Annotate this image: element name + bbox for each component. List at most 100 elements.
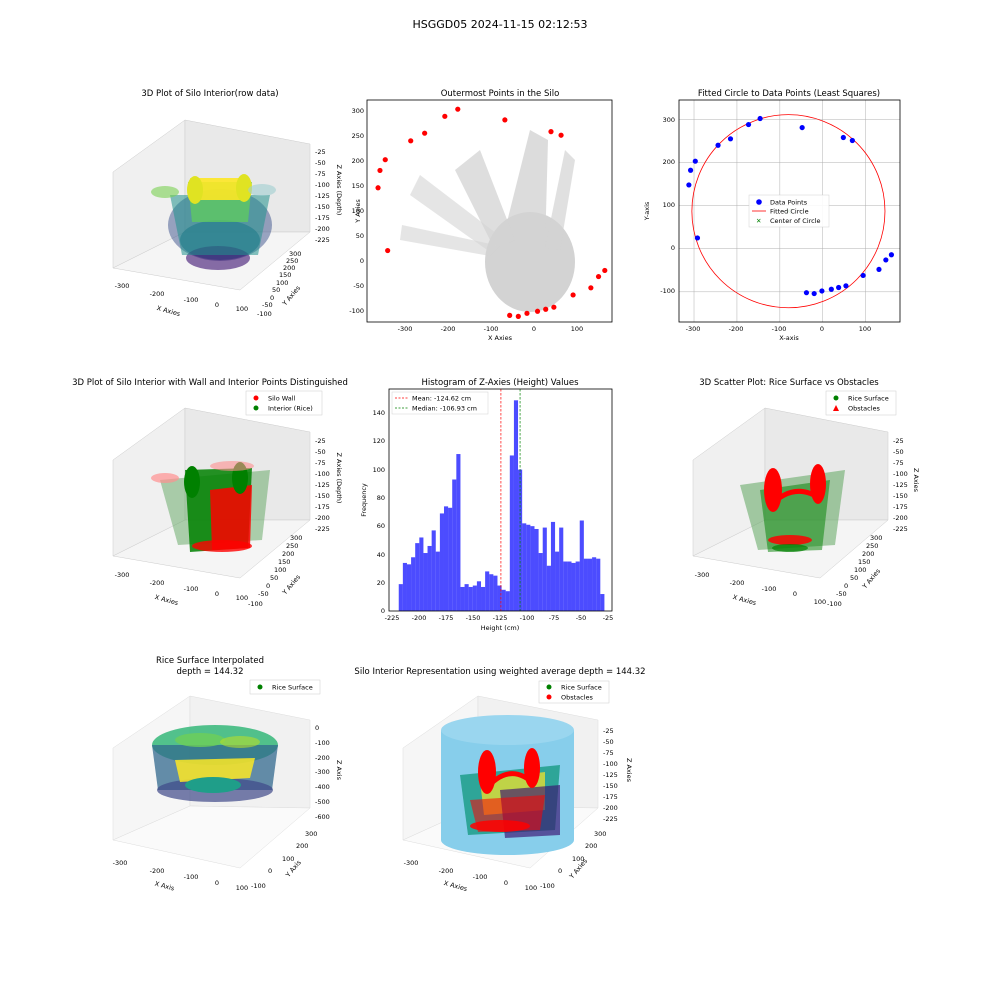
y-tick: 300 <box>594 830 606 838</box>
y-tick: 300 <box>870 534 882 542</box>
y-tick: 0 <box>266 582 270 590</box>
data-point <box>836 284 842 291</box>
y-tick: 120 <box>373 437 385 445</box>
svg-text:✕: ✕ <box>756 217 761 225</box>
z-tick: -150 <box>603 782 618 790</box>
y-tick: -100 <box>257 310 272 318</box>
x-tick: -200 <box>730 579 745 587</box>
histogram-bar <box>419 537 424 611</box>
x-tick: -300 <box>404 859 419 867</box>
y-tick: 0 <box>558 867 562 875</box>
outermost-point <box>382 157 388 163</box>
x-tick: 0 <box>820 325 824 333</box>
z-tick: -50 <box>315 448 326 456</box>
z-tick: -225 <box>315 525 330 533</box>
histogram-bar <box>579 520 584 611</box>
y-tick: 200 <box>585 842 597 850</box>
outermost-point <box>551 304 557 310</box>
x-tick: -100 <box>772 325 787 333</box>
histogram-bar <box>448 507 453 611</box>
legend: Rice Surface Obstacles <box>538 680 610 704</box>
x-tick-labels: -300 -200 -100 0 100 <box>398 325 584 333</box>
legend-entry: Silo Wall <box>268 395 296 403</box>
z-tick: -100 <box>893 470 908 478</box>
y-tick: 40 <box>377 551 385 559</box>
y-tick: 80 <box>377 494 385 502</box>
y-tick: 100 <box>352 207 364 215</box>
z-tick: -500 <box>315 798 330 806</box>
y-axis-label: Y Axies <box>280 284 302 308</box>
y-tick: -100 <box>251 882 266 890</box>
histogram-bar <box>501 589 506 611</box>
y-tick: 150 <box>858 558 870 566</box>
x-tick: 0 <box>532 325 536 333</box>
y-tick-labels: -100 0 100 200 300 <box>540 830 606 890</box>
y-tick: 100 <box>663 201 675 209</box>
histogram-bar <box>575 561 580 611</box>
z-tick: -25 <box>315 148 326 156</box>
data-point <box>811 290 817 297</box>
y-tick: 0 <box>671 244 675 252</box>
legend-entry: Rice Surface <box>848 395 889 403</box>
z-tick: -200 <box>315 754 330 762</box>
data-point <box>876 266 882 273</box>
x-tick-labels: -300 -200 -100 0 100 <box>695 571 827 606</box>
x-tick-labels: -300 -200 -100 0 100 <box>113 859 249 892</box>
data-point <box>686 182 692 188</box>
histogram-bar <box>563 561 568 611</box>
y-tick: 50 <box>270 574 278 582</box>
outermost-point <box>543 306 549 312</box>
data-point <box>860 272 866 279</box>
histogram-bar <box>534 528 539 611</box>
y-tick: 100 <box>282 855 294 863</box>
x-tick: -100 <box>520 614 535 622</box>
histogram-bar <box>530 526 535 611</box>
data-point <box>687 167 694 173</box>
data-point <box>727 136 734 142</box>
histogram-bar <box>571 562 576 611</box>
histogram-bar <box>493 575 498 611</box>
x-tick: 0 <box>793 590 797 598</box>
histogram-bar <box>411 557 416 611</box>
x-tick: -25 <box>603 614 614 622</box>
panel-3d-wall-interior: 3D Plot of Silo Interior with Wall and I… <box>72 378 348 608</box>
outermost-point <box>507 312 513 318</box>
y-tick: 300 <box>663 116 675 124</box>
x-tick: -200 <box>412 614 427 622</box>
x-axis-label: X Axies <box>488 334 513 342</box>
outermost-point <box>377 167 383 174</box>
histogram-bar <box>485 571 490 611</box>
z-tick: -125 <box>603 771 618 779</box>
z-tick: -75 <box>603 749 614 757</box>
x-tick: -125 <box>493 614 508 622</box>
x-tick: -200 <box>441 325 456 333</box>
z-tick: -225 <box>893 525 908 533</box>
panel-3d-rice-obstacles: 3D Scatter Plot: Rice Surface vs Obstacl… <box>692 378 920 608</box>
panel-fitted-circle: Fitted Circle to Data Points (Least Squa… <box>643 89 901 342</box>
x-axis-label: X Axies <box>732 593 758 607</box>
histogram-bar <box>464 584 469 611</box>
y-tick: 250 <box>286 542 298 550</box>
panel-title: Histogram of Z-Axies (Height) Values <box>421 378 579 388</box>
data-point <box>843 283 849 289</box>
z-tick: -25 <box>893 437 904 445</box>
grid-lines <box>679 100 900 322</box>
z-tick: -300 <box>315 768 330 776</box>
z-tick: -175 <box>603 793 618 801</box>
x-tick: 0 <box>215 301 219 309</box>
x-tick: 0 <box>215 590 219 598</box>
z-tick-labels: -25 -50 -75 -100 -125 -150 -175 -200 -22… <box>603 727 618 823</box>
x-tick: -100 <box>184 873 199 881</box>
histogram-bar <box>443 506 449 611</box>
z-tick: -75 <box>315 170 326 178</box>
histogram-bar <box>538 553 543 611</box>
z-tick: -225 <box>603 815 618 823</box>
histogram-bar <box>546 565 551 611</box>
legend-entry: Obstacles <box>561 694 594 702</box>
histogram-bar <box>431 530 436 611</box>
rice-surface-mesh <box>152 725 278 802</box>
histogram-bar <box>452 479 457 611</box>
x-tick: -150 <box>466 614 481 622</box>
y-tick: 100 <box>854 566 866 574</box>
legend: Rice Surface Obstacles <box>825 390 897 416</box>
